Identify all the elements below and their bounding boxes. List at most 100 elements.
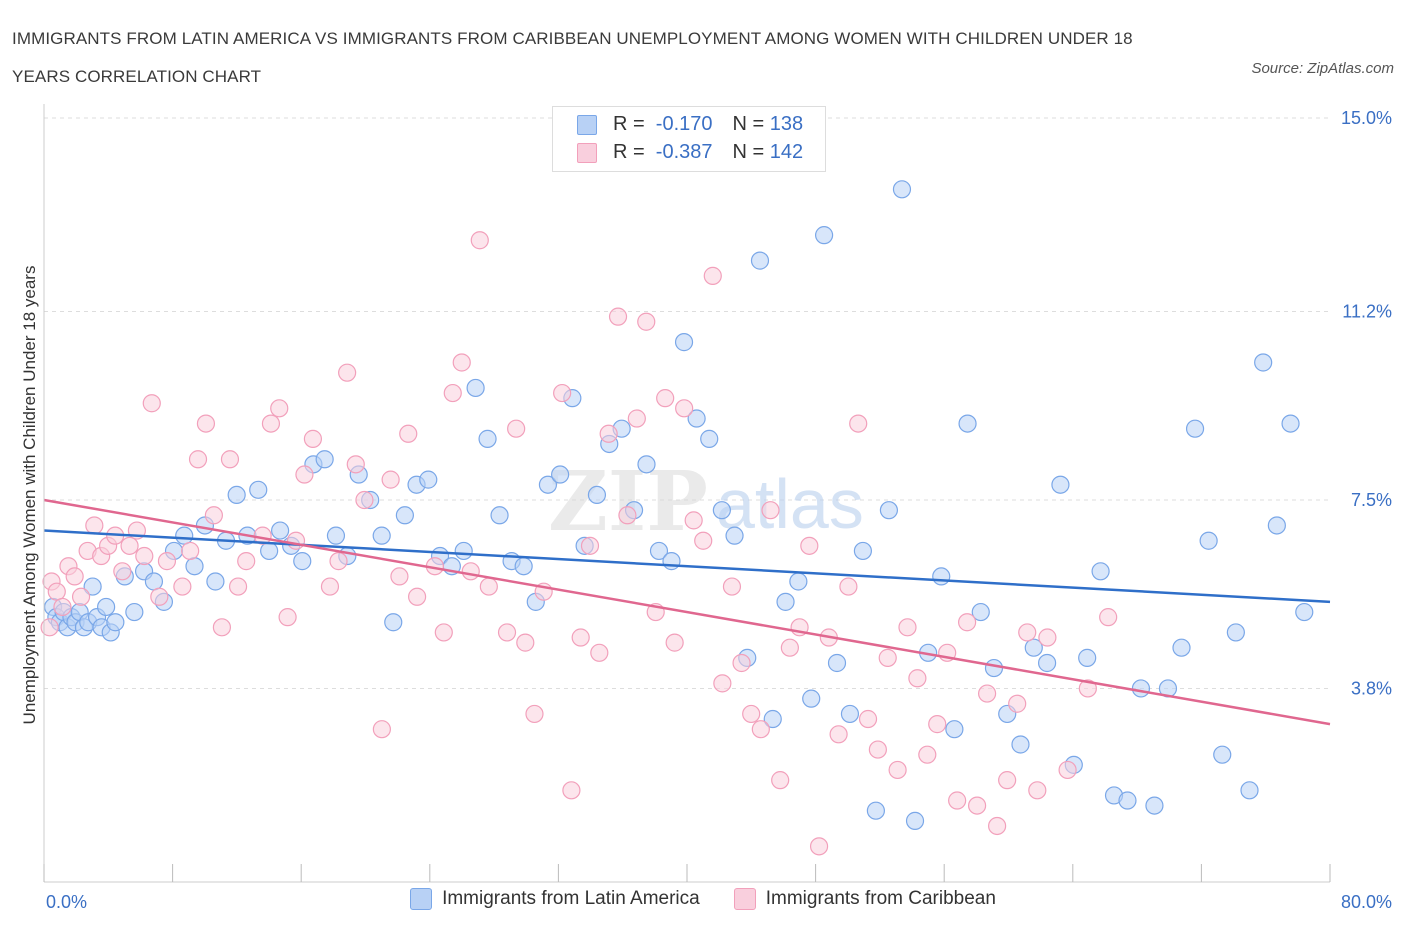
data-point: [829, 725, 848, 744]
legend-item-latin-america[interactable]: Immigrants from Latin America: [410, 888, 700, 910]
data-point: [479, 577, 498, 596]
data-point: [553, 383, 572, 403]
data-point: [1145, 796, 1164, 815]
data-point: [185, 557, 204, 576]
data-point: [1240, 781, 1259, 800]
data-point: [372, 526, 391, 545]
data-point: [809, 837, 829, 856]
data-point: [853, 541, 873, 561]
data-point: [372, 720, 391, 739]
data-point: [892, 180, 912, 199]
data-point: [1267, 516, 1286, 535]
data-point: [918, 745, 937, 764]
legend-item-caribbean[interactable]: Immigrants from Caribbean: [733, 888, 996, 910]
data-point: [849, 414, 868, 433]
data-point: [732, 653, 751, 673]
data-point: [977, 684, 997, 703]
axes: 3.8% 7.5% 11.2% 15.0% 0.0% 80.0%: [43, 104, 1392, 912]
data-point: [1028, 781, 1047, 800]
data-point: [1008, 694, 1027, 713]
data-point: [700, 429, 719, 448]
data-point: [315, 450, 334, 469]
data-point: [988, 816, 1007, 836]
data-point: [878, 648, 897, 667]
data-point: [763, 709, 782, 729]
data-point: [776, 592, 795, 611]
legend-swatch-caribbean: [577, 142, 597, 163]
data-point: [507, 419, 526, 438]
data-point: [237, 552, 256, 571]
data-point: [674, 333, 694, 352]
data-point: [227, 485, 246, 505]
chart-title: IMMIGRANTS FROM LATIN AMERICA VS IMMIGRA…: [12, 29, 1133, 86]
data-point: [293, 552, 312, 571]
data-point: [271, 521, 290, 540]
data-point: [206, 572, 225, 591]
data-point: [261, 414, 281, 433]
data-point: [1099, 608, 1118, 627]
y-tick-label: 3.8%: [1351, 678, 1392, 698]
data-point: [71, 587, 91, 606]
data-point: [97, 597, 116, 617]
legend-swatch-latin-america: [410, 888, 433, 910]
data-point: [618, 506, 637, 525]
data-point: [466, 378, 485, 398]
data-point: [908, 669, 927, 688]
data-point: [270, 399, 289, 418]
data-point: [419, 470, 438, 489]
legend-label-latin-america: Immigrants from Latin America: [442, 888, 700, 909]
data-point: [888, 760, 907, 780]
data-point: [905, 811, 925, 830]
data-point: [443, 383, 462, 403]
chart-source: Source: ZipAtlas.com: [1251, 60, 1394, 77]
data-point: [665, 633, 684, 652]
data-point: [562, 781, 581, 800]
data-point: [868, 740, 887, 759]
data-point: [839, 577, 858, 596]
data-point: [802, 689, 821, 708]
n-label: N =: [732, 113, 770, 135]
data-point: [1185, 419, 1205, 438]
n-value-latin-america: 138: [769, 113, 804, 135]
data-point: [407, 587, 427, 606]
data-point: [858, 709, 878, 729]
data-point: [497, 623, 517, 642]
data-point: [338, 363, 357, 382]
data-point: [303, 429, 323, 448]
data-point: [1226, 623, 1245, 642]
data-point: [1051, 475, 1070, 494]
data-point: [771, 771, 790, 790]
data-point: [249, 480, 268, 499]
r-label: R =: [613, 113, 656, 135]
data-point: [637, 312, 656, 331]
data-point: [40, 618, 59, 637]
data-point: [637, 455, 656, 474]
data-point: [395, 506, 414, 525]
data-point: [85, 516, 104, 535]
data-point: [971, 602, 990, 622]
data-point: [599, 424, 618, 443]
data-point: [571, 628, 590, 647]
y-tick-label: 15.0%: [1341, 108, 1392, 128]
r-value-latin-america: -0.170: [655, 113, 713, 135]
data-point: [1078, 679, 1097, 698]
data-point: [958, 613, 977, 632]
data-point: [157, 552, 177, 571]
data-point: [106, 613, 125, 632]
data-point: [461, 562, 480, 581]
watermark: ZIP atlas: [548, 454, 864, 550]
data-point: [656, 389, 675, 408]
data-point: [173, 577, 192, 596]
data-point: [1131, 679, 1151, 698]
data-point: [866, 801, 885, 820]
data-point: [1172, 638, 1191, 657]
data-point: [1024, 638, 1043, 657]
data-point: [120, 536, 139, 555]
data-point: [608, 307, 628, 326]
data-point: [326, 526, 346, 545]
data-point: [144, 572, 164, 591]
data-point: [135, 546, 154, 566]
data-point: [65, 567, 84, 586]
data-point: [713, 674, 732, 693]
data-point: [53, 597, 72, 617]
